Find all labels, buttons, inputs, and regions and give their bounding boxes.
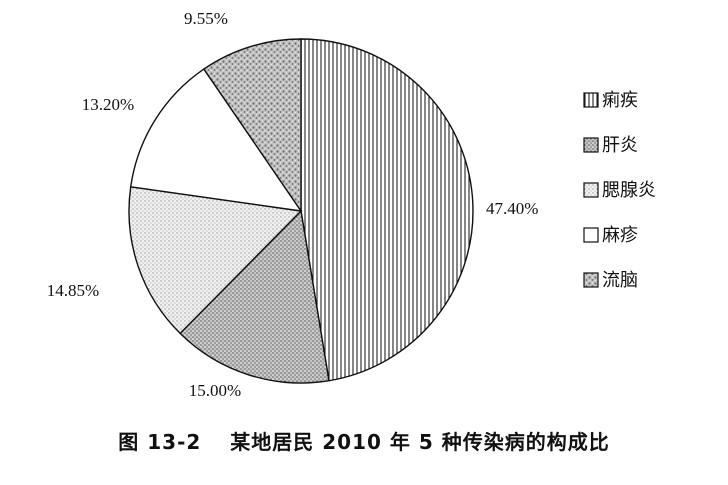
slice-label-hepatitis: 15.00%: [189, 381, 241, 400]
pie-slice-mumps: [128, 185, 303, 335]
pie-slice-dysentery: [300, 38, 474, 382]
slice-label-mumps: 14.85%: [47, 281, 99, 300]
slice-label-meningitis: 9.55%: [184, 9, 228, 28]
legend-label-mumps: 腮腺炎: [602, 180, 656, 201]
legend-label-meningitis: 流脑: [602, 270, 638, 291]
legend-swatch-measles: [583, 227, 599, 243]
legend-swatch-hepatitis: [583, 137, 599, 153]
pie-labels: 47.40% 15.00% 14.85% 13.20% 9.55%: [47, 9, 539, 400]
legend-swatch-dysentery: [583, 92, 599, 108]
pie-slice-measles: [129, 68, 303, 212]
legend-label-measles: 麻疹: [602, 225, 638, 246]
legend-swatch-mumps: [583, 182, 599, 198]
pie-slices: [128, 38, 474, 384]
legend-swatch-meningitis: [583, 272, 599, 288]
slice-label-measles: 13.20%: [82, 95, 134, 114]
slice-label-dysentery: 47.40%: [486, 199, 538, 218]
pie-slice-meningitis: [202, 38, 302, 214]
figure-caption: 图 13-2 某地居民 2010 年 5 种传染病的构成比: [118, 430, 610, 454]
pie-slice-hepatitis: [179, 209, 330, 384]
legend-label-hepatitis: 肝炎: [602, 135, 638, 156]
legend-label-dysentery: 痢疾: [602, 90, 638, 111]
